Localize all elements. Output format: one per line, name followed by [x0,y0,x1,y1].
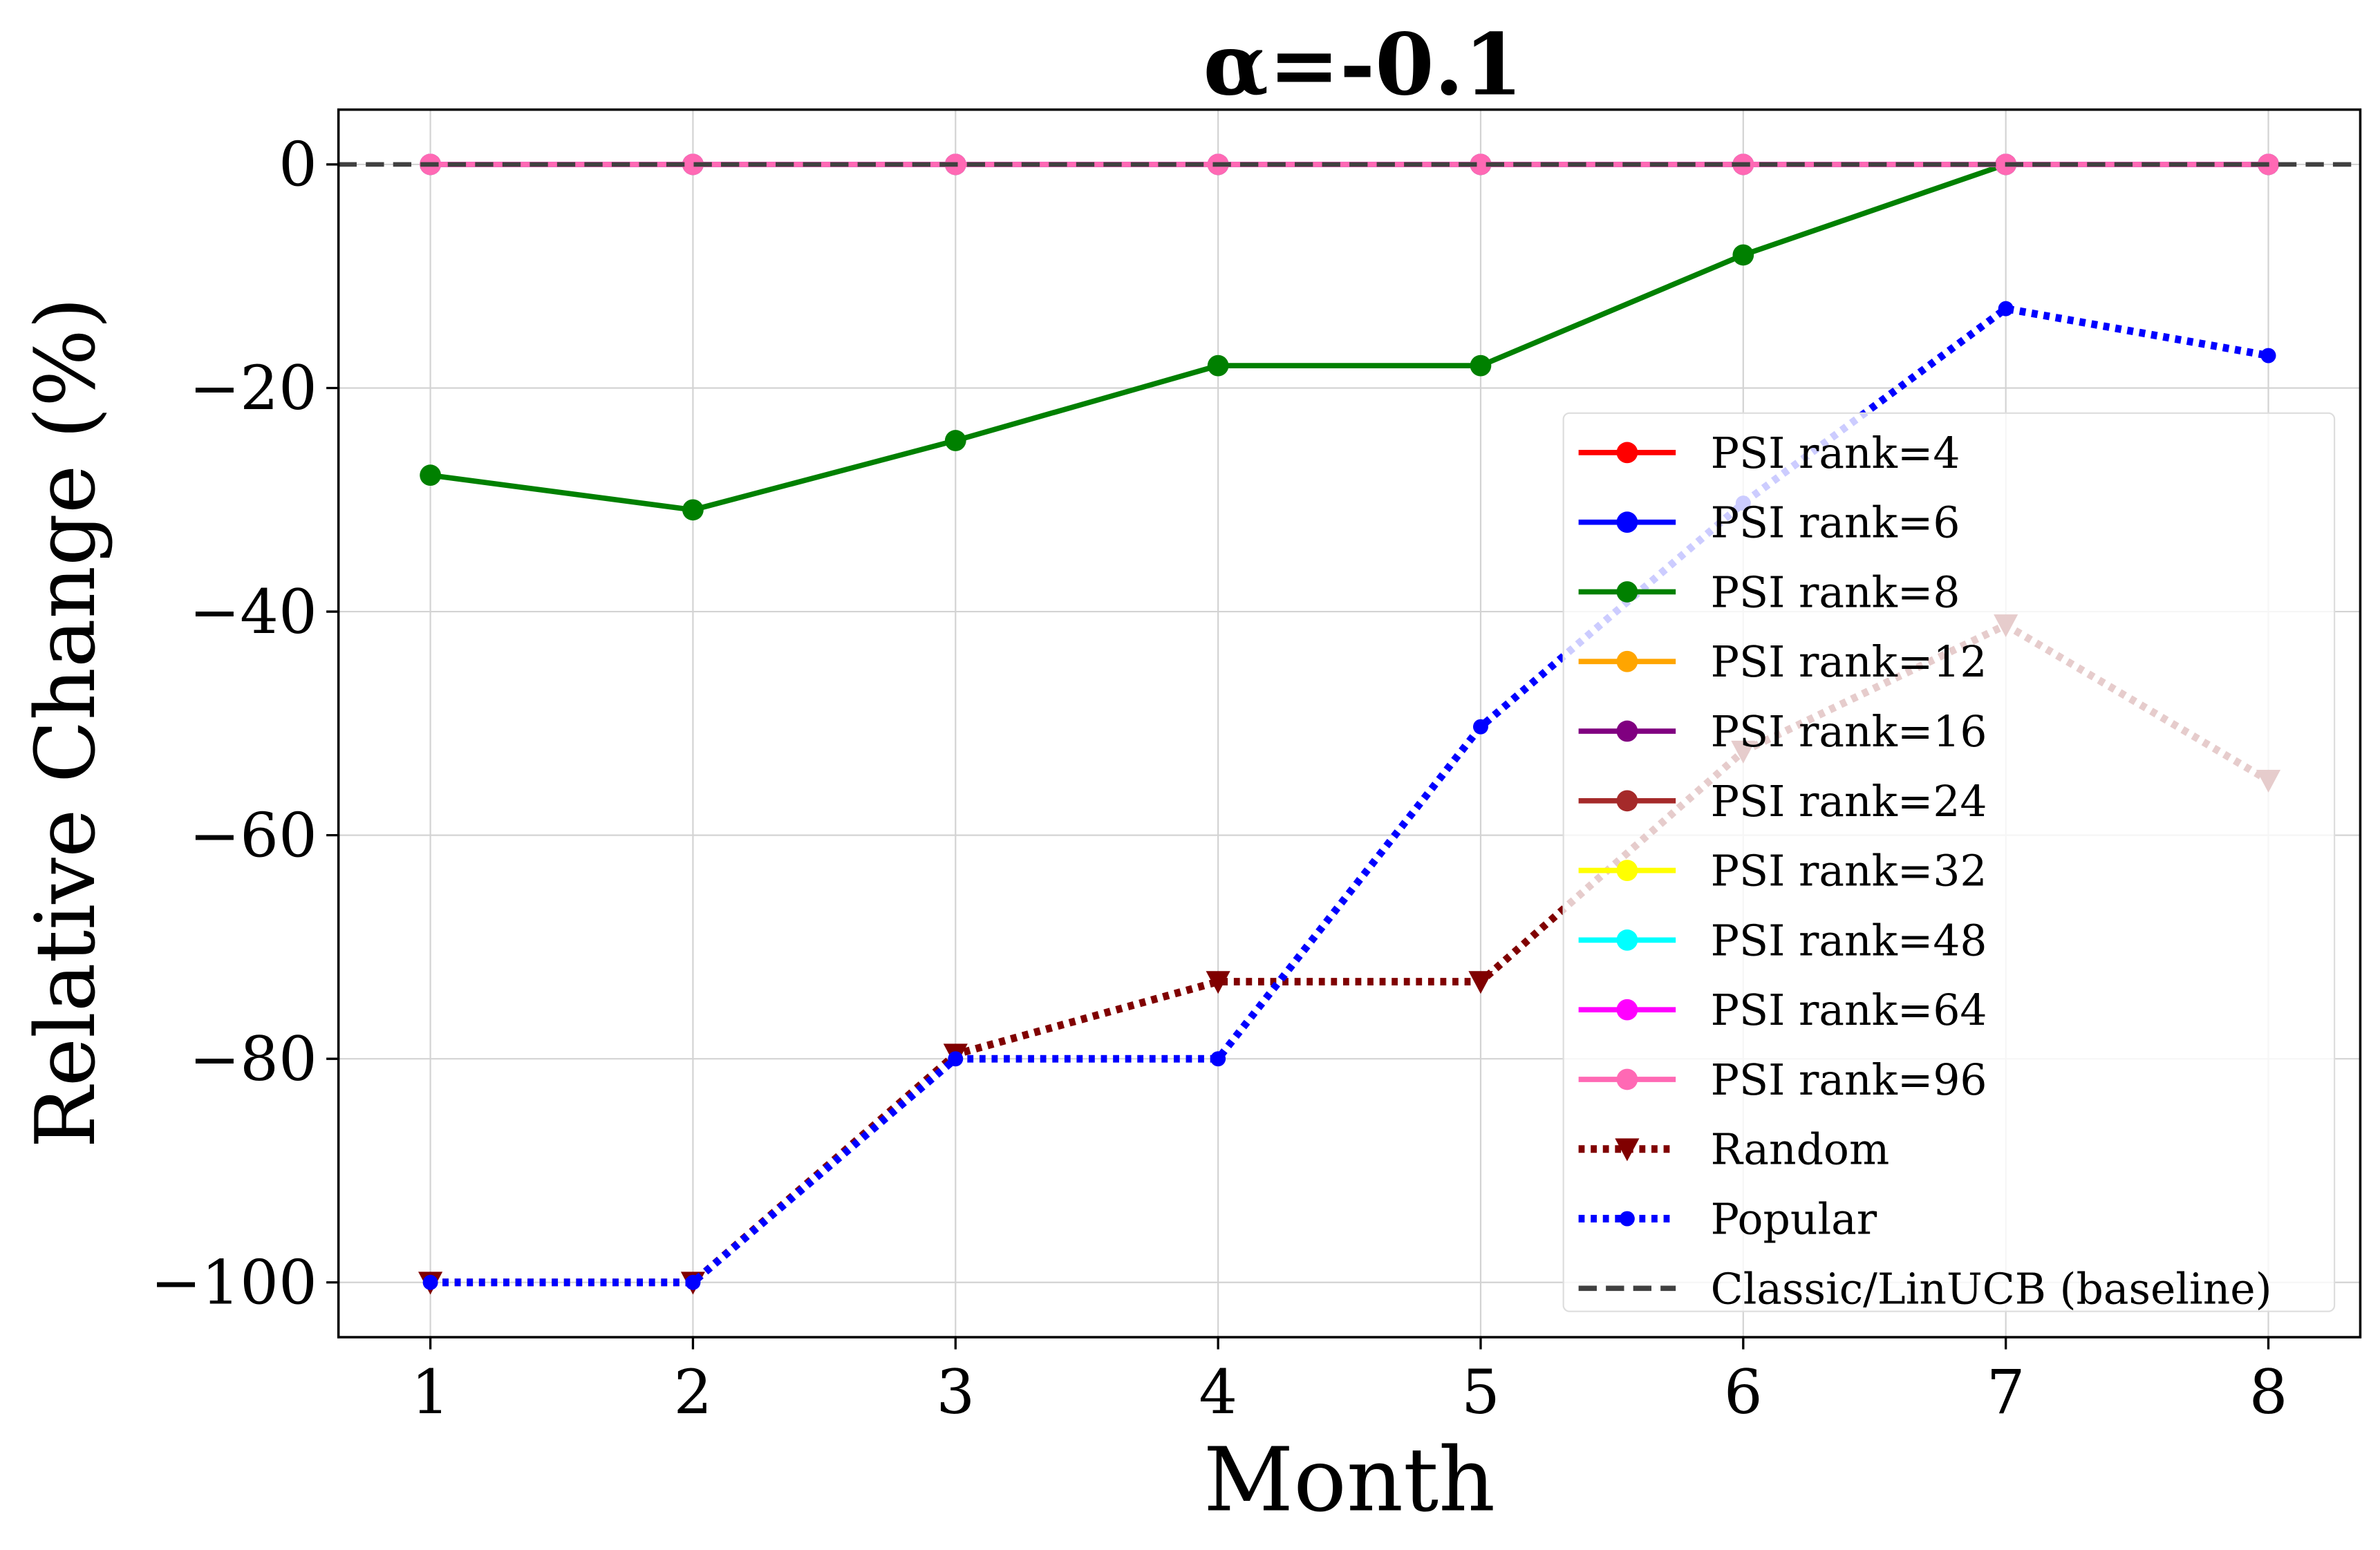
data-point [944,430,966,451]
legend-marker [1616,581,1638,603]
legend-label: PSI rank=96 [1711,1056,1987,1105]
legend-marker [1616,999,1638,1021]
legend-label: PSI rank=6 [1711,499,1960,548]
data-point [2260,348,2276,363]
legend-marker [1619,1211,1635,1227]
legend-marker [1616,442,1638,464]
data-point [1732,244,1754,266]
y-tick-label: −20 [189,352,317,424]
data-point [1470,153,1492,176]
legend-item: PSI rank=16 [1578,708,1987,757]
data-point [1210,1051,1226,1067]
legend-item: PSI rank=6 [1578,499,1960,548]
data-point [682,153,704,176]
legend-item: PSI rank=32 [1578,847,1987,896]
legend-item: PSI rank=8 [1578,568,1960,617]
legend-label: PSI rank=24 [1711,777,1987,826]
legend-label: PSI rank=8 [1711,568,1960,617]
legend-marker [1616,790,1638,812]
legend-item: Random [1578,1126,1890,1175]
y-tick-label: 0 [279,129,317,200]
data-point [1468,971,1493,994]
legend-label: PSI rank=48 [1711,916,1987,965]
x-tick-label: 2 [674,1357,713,1428]
y-tick-label: −100 [151,1247,317,1319]
y-axis-label: Relative Change (%) [18,297,113,1148]
x-axis-label: Month [1203,1429,1495,1531]
x-tick-label: 1 [411,1357,450,1428]
y-tick-label: −80 [189,1023,317,1095]
legend-label: Random [1711,1126,1890,1175]
legend-marker [1616,720,1638,742]
data-point [948,1051,964,1067]
legend-item: PSI rank=4 [1578,429,1960,478]
legend-label: Classic/LinUCB (baseline) [1711,1265,2272,1314]
y-tick-label: −60 [189,800,317,871]
legend-marker [1615,1138,1640,1162]
x-tick-label: 7 [1987,1357,2025,1428]
legend-marker [1616,1068,1638,1090]
legend-marker [1616,860,1638,881]
data-point [420,464,441,486]
legend-item: PSI rank=24 [1578,777,1987,826]
legend-label: PSI rank=12 [1711,638,1987,687]
legend-label: PSI rank=16 [1711,708,1987,757]
legend-marker [1616,511,1638,533]
legend-item: Classic/LinUCB (baseline) [1578,1265,2272,1314]
legend-label: Popular [1711,1195,1877,1245]
legend-item: PSI rank=64 [1578,986,1987,1035]
plot-frame [337,108,2362,1339]
legend-label: PSI rank=64 [1711,986,1987,1035]
x-tick-label: 4 [1199,1357,1237,1428]
legend-box [1562,412,2336,1312]
series-line [430,162,2269,513]
legend-marker [1616,650,1638,672]
x-tick-label: 3 [936,1357,975,1428]
legend-label: PSI rank=4 [1711,429,1960,478]
x-tick-label: 5 [1461,1357,1500,1428]
data-point [422,1274,438,1290]
data-point [682,499,704,521]
data-point [1473,719,1488,735]
y-tick-label: −40 [189,576,317,648]
legend-item: PSI rank=96 [1578,1056,1987,1105]
legend-marker [1616,929,1638,951]
data-point [1998,301,2014,316]
data-point [1207,355,1229,377]
chart-title: α=-0.1 [1203,15,1524,115]
x-tick-label: 6 [1724,1357,1763,1428]
legend-label: PSI rank=32 [1711,847,1987,896]
data-point [1206,971,1230,994]
data-point [685,1274,701,1290]
legend-item: PSI rank=12 [1578,638,1987,687]
series-line [430,304,2269,1287]
x-tick-label: 8 [2249,1357,2288,1428]
legend: PSI rank=4 PSI rank=6 PSI rank=8 PSI rank=1… [1562,412,2336,1314]
legend-item: PSI rank=48 [1578,916,1987,965]
data-point [1470,355,1492,377]
legend-item: Popular [1578,1195,1877,1245]
